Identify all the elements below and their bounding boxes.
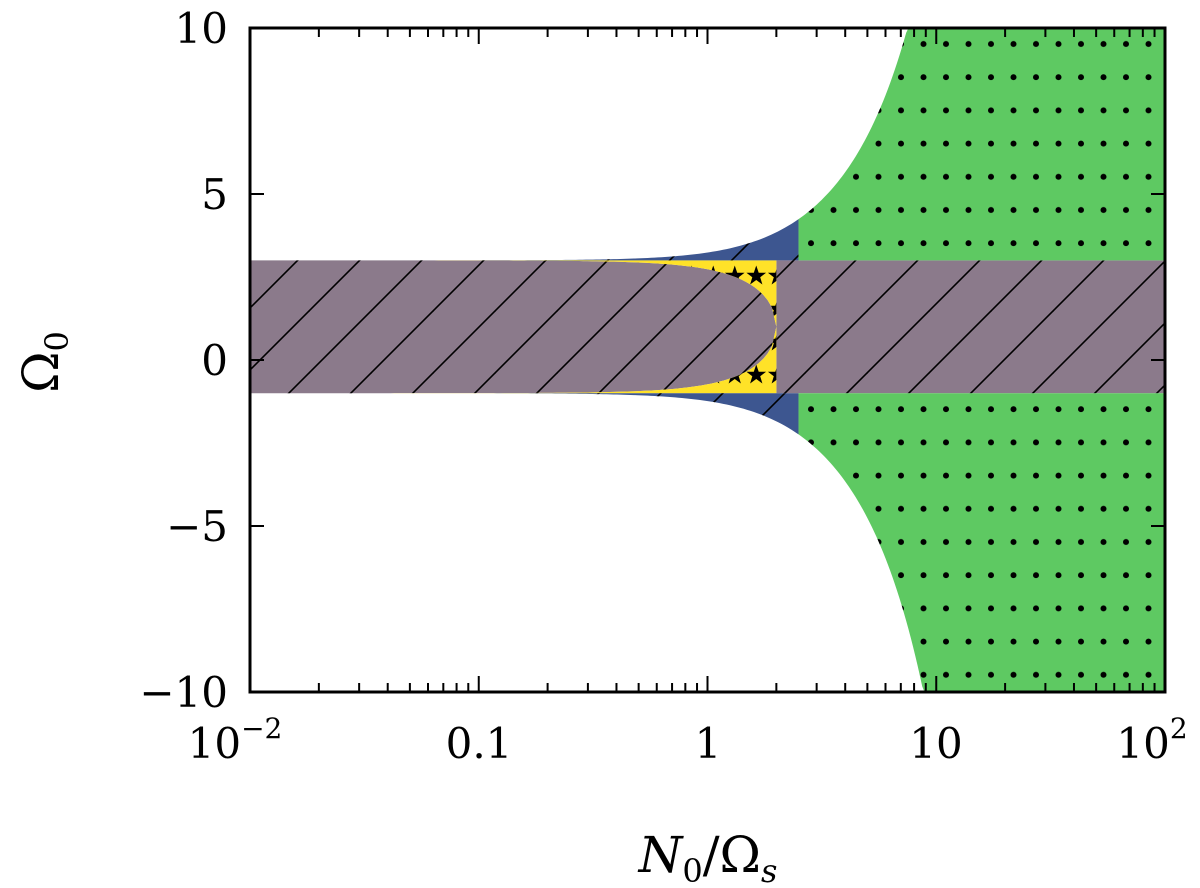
x-tick-label-0.1: 0.1 (446, 719, 513, 768)
axis-ticks (249, 27, 1165, 693)
green-region-pattern-lower (798, 393, 1165, 692)
x-tick-label-10: 10 (909, 719, 962, 768)
x-tick-label-0.01: 10−2 (188, 712, 283, 768)
green-region-pattern-upper (798, 28, 1165, 261)
y-tick-label-10: 10 (175, 4, 228, 53)
y-tick-label-0: 0 (201, 336, 228, 385)
x-tick-label-1: 1 (695, 719, 722, 768)
y-tick-label-neg10: −10 (139, 668, 228, 717)
blue-region-pattern-upper (250, 219, 799, 261)
grey-region-hatch (250, 260, 1165, 394)
y-tick-label-neg5: −5 (166, 502, 228, 551)
blue-region-pattern-lower (250, 393, 799, 435)
yellow-region-stars-lower (250, 326, 777, 394)
yellow-region-stars-upper (250, 260, 777, 327)
x-axis-label: N0/Ωs (638, 826, 778, 888)
chart-regions (250, 28, 1165, 692)
y-tick-label-5: 5 (201, 170, 228, 219)
y-axis-label: Ω0 (12, 331, 76, 393)
x-tick-label-100: 102 (1116, 712, 1187, 768)
